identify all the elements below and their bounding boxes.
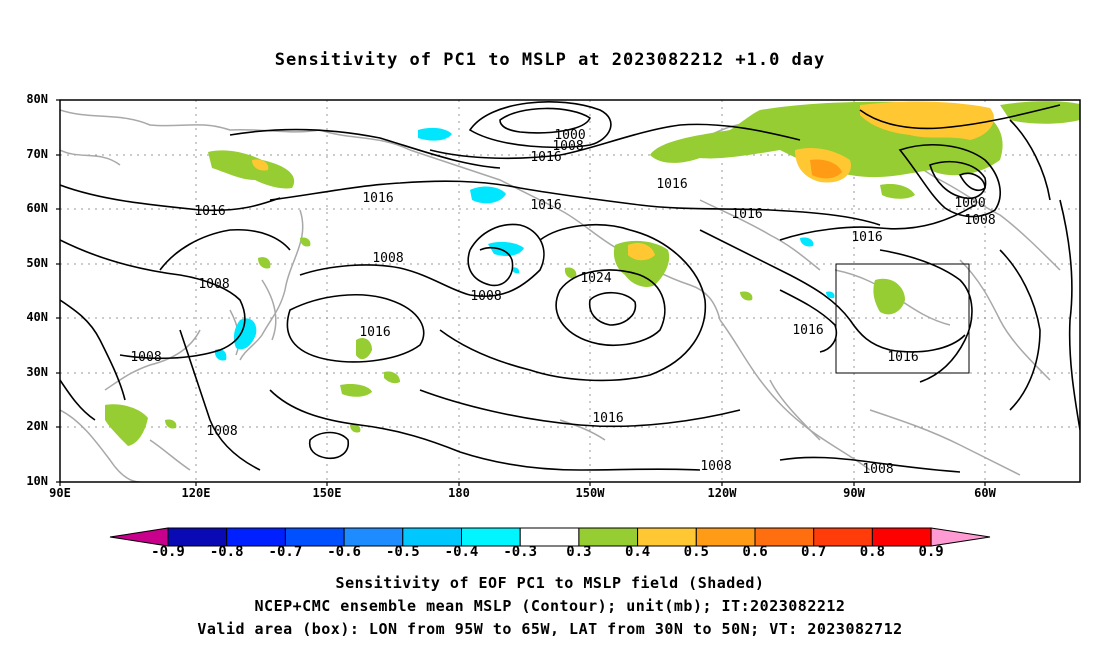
x-tick-label: 120W [707, 486, 737, 500]
contour-label: 1008 [130, 350, 161, 365]
y-tick-label: 70N [26, 147, 48, 161]
colorbar-label: 0.3 [566, 544, 592, 560]
contour-label: 1008 [372, 251, 403, 266]
valid-area-box [835, 263, 970, 374]
contour-label: 1024 [580, 271, 611, 286]
mslp-contours [60, 101, 1080, 473]
colorbar [109, 527, 991, 547]
contour-label: 1016 [656, 177, 687, 192]
shaded-positive-regions [105, 101, 1080, 446]
contour-label: 1008 [198, 277, 229, 292]
y-tick-label: 10N [26, 474, 48, 488]
contour-label-group: 1000 1008 1016 1016 1016 1016 1000 1008 … [130, 128, 995, 477]
contour-label: 1016 [530, 198, 561, 213]
colorbar-label: 0.8 [859, 544, 886, 560]
contour-label: 1016 [851, 230, 882, 245]
y-tick-label: 30N [26, 365, 48, 379]
contour-label: 1008 [206, 424, 237, 439]
x-tick-label: 150E [312, 486, 342, 500]
contour-label: 1000 [554, 128, 585, 143]
contour-label: 1016 [530, 150, 561, 165]
colorbar-label: 0.9 [918, 544, 944, 560]
contour-label: 1016 [194, 204, 225, 219]
contour-label: 1016 [592, 411, 623, 426]
colorbar-label: 0.5 [683, 544, 709, 560]
caption-line-3: Valid area (box): LON from 95W to 65W, L… [197, 620, 903, 638]
colorbar-label: -0.8 [209, 544, 244, 560]
y-tick-label: 40N [26, 310, 48, 324]
colorbar-label: 0.7 [801, 544, 827, 560]
contour-label: 1016 [792, 323, 823, 338]
chart-title: Sensitivity of PC1 to MSLP at 2023082212… [274, 50, 826, 70]
colorbar-swatch [930, 527, 991, 547]
axis-ticks [56, 99, 986, 486]
coastlines [60, 109, 1061, 482]
y-tick-label: 80N [26, 92, 48, 106]
caption-line-2: NCEP+CMC ensemble mean MSLP (Contour); u… [254, 597, 846, 615]
contour-label: 1008 [700, 459, 731, 474]
x-tick-label: 180 [448, 486, 470, 500]
contour-label: 1016 [359, 325, 390, 340]
contour-label: 1016 [362, 191, 393, 206]
x-tick-label: 90W [843, 486, 865, 500]
y-tick-label: 50N [26, 256, 48, 270]
contour-label: 1016 [731, 207, 762, 222]
colorbar-label: -0.3 [503, 544, 538, 560]
colorbar-label: -0.4 [444, 544, 479, 560]
x-tick-label: 90E [49, 486, 71, 500]
contour-label: 1008 [470, 289, 501, 304]
colorbar-label: 0.4 [624, 544, 651, 560]
colorbar-label: 0.6 [742, 544, 768, 560]
colorbar-label: -0.6 [327, 544, 361, 560]
map-frame [59, 99, 1081, 483]
y-tick-label: 20N [26, 419, 48, 433]
contour-label: 1000 [954, 196, 985, 211]
colorbar-label: -0.9 [151, 544, 185, 560]
contour-label: 1016 [887, 350, 918, 365]
contour-label: 1008 [552, 139, 583, 154]
caption-line-1: Sensitivity of EOF PC1 to MSLP field (Sh… [335, 574, 765, 592]
x-tick-label: 150W [575, 486, 605, 500]
y-tick-label: 60N [26, 201, 48, 215]
colorbar-label: -0.5 [385, 544, 420, 560]
colorbar-label: -0.7 [268, 544, 303, 560]
shaded-negative-regions [214, 127, 835, 361]
x-tick-label: 60W [974, 486, 996, 500]
contour-label: 1008 [862, 462, 893, 477]
contour-label: 1008 [964, 213, 995, 228]
x-tick-label: 120E [181, 486, 211, 500]
